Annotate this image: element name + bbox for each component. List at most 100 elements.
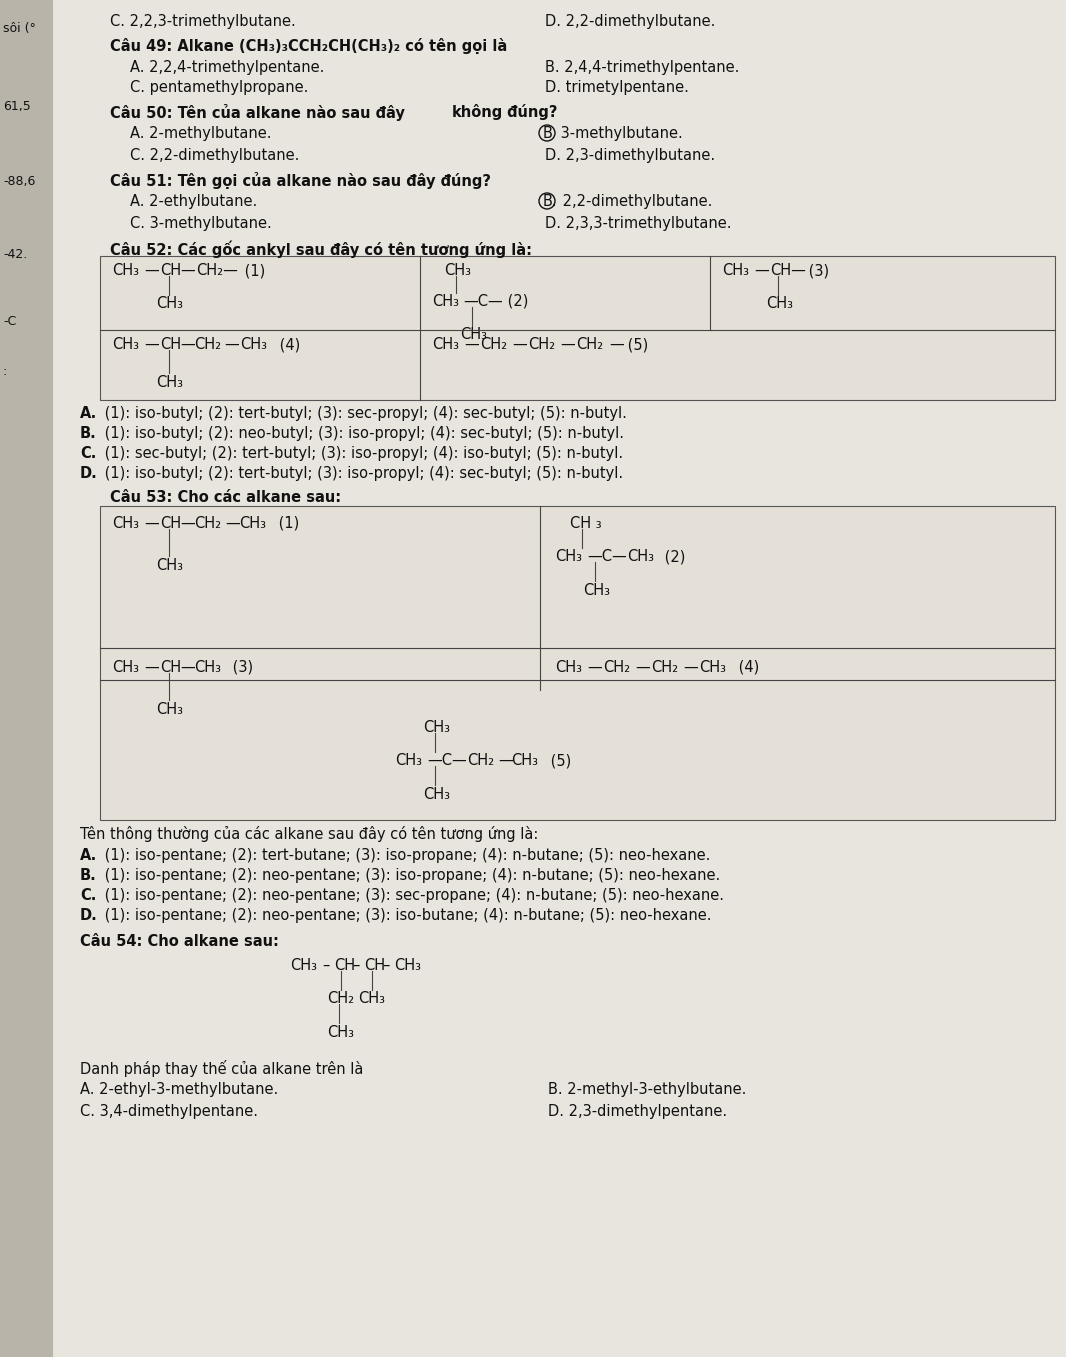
Text: —: —	[683, 660, 698, 674]
Text: —: —	[180, 337, 195, 351]
Text: Câu 51: Tên gọi của alkane nào sau đây đúng?: Câu 51: Tên gọi của alkane nào sau đây đ…	[110, 172, 491, 189]
Text: —: —	[144, 263, 159, 278]
Text: 2,2-dimethylbutane.: 2,2-dimethylbutane.	[558, 194, 712, 209]
Text: CH₃: CH₃	[395, 753, 422, 768]
Text: —: —	[144, 337, 159, 351]
Text: CH₃: CH₃	[156, 296, 183, 311]
Text: (1): iso-butyl; (2): neo-butyl; (3): iso-propyl; (4): sec-butyl; (5): n-butyl.: (1): iso-butyl; (2): neo-butyl; (3): iso…	[100, 426, 624, 441]
Text: CH₃: CH₃	[432, 337, 459, 351]
Text: CH: CH	[160, 660, 181, 674]
Text: -C: -C	[3, 315, 16, 328]
Text: —C—: —C—	[427, 753, 467, 768]
Text: —: —	[180, 660, 195, 674]
Text: CH₃: CH₃	[290, 958, 317, 973]
Text: CH₂: CH₂	[603, 660, 630, 674]
Text: CH₃: CH₃	[583, 584, 610, 598]
Text: CH₃: CH₃	[156, 375, 183, 389]
Bar	[100, 506, 1055, 820]
Text: CH₃: CH₃	[194, 660, 221, 674]
Text: D. 2,3-dimethylpentane.: D. 2,3-dimethylpentane.	[548, 1105, 727, 1120]
Text: CH₂: CH₂	[327, 991, 354, 1006]
Text: (5): (5)	[623, 337, 648, 351]
Text: D. 2,3,3-trimethylbutane.: D. 2,3,3-trimethylbutane.	[545, 216, 731, 231]
Text: CH: CH	[364, 958, 385, 973]
Text: (1): (1)	[240, 263, 265, 278]
Text: (1): iso-butyl; (2): tert-butyl; (3): sec-propyl; (4): sec-butyl; (5): n-butyl.: (1): iso-butyl; (2): tert-butyl; (3): se…	[100, 406, 627, 421]
Text: C. 3-methylbutane.: C. 3-methylbutane.	[130, 216, 272, 231]
Text: (3): (3)	[804, 263, 829, 278]
Text: CH₃: CH₃	[112, 660, 139, 674]
Text: CH₃: CH₃	[511, 753, 538, 768]
Text: 3-methylbutane.: 3-methylbutane.	[556, 126, 682, 141]
Text: B.: B.	[80, 426, 97, 441]
Bar	[100, 256, 1055, 400]
Text: —: —	[560, 337, 575, 351]
Text: CH₃: CH₃	[699, 660, 726, 674]
Text: CH₃: CH₃	[239, 516, 266, 531]
Text: —: —	[587, 660, 601, 674]
Text: Câu 49: Alkane (CH₃)₃CCH₂CH(CH₃)₂ có tên gọi là: Câu 49: Alkane (CH₃)₃CCH₂CH(CH₃)₂ có tên…	[110, 38, 507, 54]
Text: CH₂: CH₂	[194, 516, 221, 531]
Text: —C—: —C—	[587, 550, 627, 565]
Text: CH₃: CH₃	[394, 958, 421, 973]
Text: —: —	[144, 660, 159, 674]
Text: —: —	[144, 516, 159, 531]
Text: A. 2-methylbutane.: A. 2-methylbutane.	[130, 126, 272, 141]
Text: –: –	[382, 958, 389, 973]
Text: Danh pháp thay thế của alkane trên là: Danh pháp thay thế của alkane trên là	[80, 1060, 364, 1077]
Text: Tên thông thường của các alkane sau đây có tên tương ứng là:: Tên thông thường của các alkane sau đây …	[80, 826, 538, 841]
Text: C.: C.	[80, 446, 96, 461]
Text: :: :	[3, 365, 7, 379]
Text: đúng?: đúng?	[502, 104, 558, 119]
Text: D.: D.	[80, 465, 98, 480]
Text: —: —	[512, 337, 527, 351]
Text: CH₂: CH₂	[528, 337, 555, 351]
Text: CH₃: CH₃	[112, 516, 139, 531]
Text: C. 2,2,3-trimethylbutane.: C. 2,2,3-trimethylbutane.	[110, 14, 295, 28]
Text: —: —	[635, 660, 650, 674]
Text: CH₃: CH₃	[112, 337, 139, 351]
Text: (1): iso-pentane; (2): neo-pentane; (3): sec-propane; (4): n-butane; (5): neo-he: (1): iso-pentane; (2): neo-pentane; (3):…	[100, 887, 724, 902]
Text: CH₂—: CH₂—	[196, 263, 238, 278]
Text: —: —	[180, 263, 195, 278]
Text: C. 2,2-dimethylbutane.: C. 2,2-dimethylbutane.	[130, 148, 300, 163]
Text: A.: A.	[80, 848, 97, 863]
Text: A. 2-ethylbutane.: A. 2-ethylbutane.	[130, 194, 257, 209]
Text: CH₃: CH₃	[432, 294, 459, 309]
Text: (5): (5)	[546, 753, 571, 768]
Text: B. 2,4,4-trimethylpentane.: B. 2,4,4-trimethylpentane.	[545, 60, 740, 75]
Text: D. trimetylpentane.: D. trimetylpentane.	[545, 80, 689, 95]
Text: C. pentamethylpropane.: C. pentamethylpropane.	[130, 80, 308, 95]
Text: CH₃: CH₃	[423, 721, 450, 735]
Text: CH₃: CH₃	[327, 1025, 354, 1039]
Text: CH₃: CH₃	[240, 337, 266, 351]
Text: (2): (2)	[660, 550, 685, 565]
Text: CH₂: CH₂	[651, 660, 678, 674]
Text: (1): iso-pentane; (2): tert-butane; (3): iso-propane; (4): n-butane; (5): neo-he: (1): iso-pentane; (2): tert-butane; (3):…	[100, 848, 710, 863]
Text: CH₃: CH₃	[555, 550, 582, 565]
Text: CH₂: CH₂	[576, 337, 603, 351]
Text: —C—: —C—	[463, 294, 503, 309]
Text: (4): (4)	[734, 660, 759, 674]
Text: A.: A.	[80, 406, 97, 421]
Text: Câu 50: Tên của alkane nào sau đây: Câu 50: Tên của alkane nào sau đây	[110, 104, 410, 121]
Text: CH ₃: CH ₃	[570, 516, 601, 531]
Text: (1): iso-pentane; (2): neo-pentane; (3): iso-butane; (4): n-butane; (5): neo-hex: (1): iso-pentane; (2): neo-pentane; (3):…	[100, 908, 711, 923]
Text: —: —	[754, 263, 769, 278]
Text: (3): (3)	[228, 660, 253, 674]
Text: A. 2-ethyl-3-methylbutane.: A. 2-ethyl-3-methylbutane.	[80, 1082, 278, 1096]
Text: (1): iso-pentane; (2): neo-pentane; (3): iso-propane; (4): n-butane; (5): neo-he: (1): iso-pentane; (2): neo-pentane; (3):…	[100, 868, 721, 883]
Text: CH: CH	[160, 337, 181, 351]
Text: —: —	[609, 337, 624, 351]
Text: B.: B.	[80, 868, 97, 883]
Text: (2): (2)	[503, 294, 529, 309]
Bar	[0, 0, 52, 1357]
Text: D.: D.	[80, 908, 98, 923]
Text: sôi (°: sôi (°	[3, 22, 36, 35]
Text: CH₃: CH₃	[423, 787, 450, 802]
Text: CH: CH	[334, 958, 355, 973]
Text: B.: B.	[543, 194, 558, 209]
Text: —: —	[180, 516, 195, 531]
Text: C. 3,4-dimethylpentane.: C. 3,4-dimethylpentane.	[80, 1105, 258, 1120]
Text: CH: CH	[160, 516, 181, 531]
